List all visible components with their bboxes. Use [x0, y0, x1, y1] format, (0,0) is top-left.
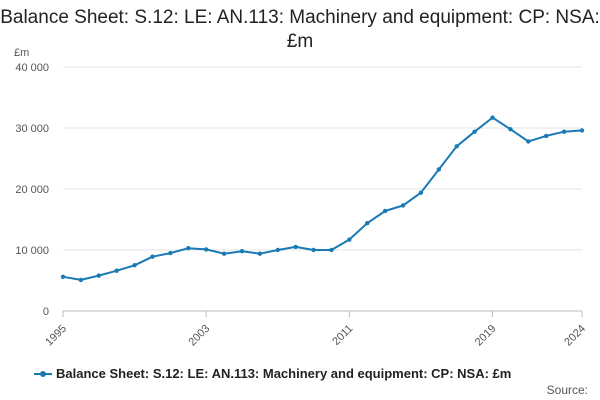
data-point[interactable]	[257, 251, 263, 256]
y-axis-ticks: 0 10 000 20 000 30 000 40 000	[15, 62, 49, 318]
x-axis-ticks: 1995 2003 2011 2019 2024	[43, 311, 588, 348]
y-tick-label: 40 000	[15, 62, 49, 74]
data-point[interactable]	[293, 244, 298, 250]
y-tick-label: 0	[43, 306, 49, 318]
data-point[interactable]	[275, 247, 280, 253]
data-point[interactable]	[150, 254, 155, 259]
gridlines	[63, 66, 582, 312]
data-point[interactable]	[311, 247, 316, 253]
source-label: Source:	[546, 383, 588, 397]
legend[interactable]: Balance Sheet: S.12: LE: AN.113: Machine…	[34, 366, 511, 381]
x-tick-label: 2024	[562, 323, 588, 349]
data-point[interactable]	[490, 115, 495, 120]
data-point[interactable]	[526, 139, 531, 144]
data-point[interactable]	[114, 268, 119, 273]
series-group	[60, 115, 585, 283]
data-point[interactable]	[132, 263, 137, 268]
data-point[interactable]	[239, 249, 245, 254]
x-tick-label: 2019	[473, 323, 499, 349]
legend-label: Balance Sheet: S.12: LE: AN.113: Machine…	[56, 366, 512, 381]
data-point[interactable]	[418, 190, 424, 195]
y-tick-label: 30 000	[15, 123, 49, 135]
series-line	[62, 116, 583, 281]
y-tick-label: 20 000	[15, 184, 49, 196]
chart-title: Balance Sheet: S.12: LE: AN.113: Machine…	[0, 7, 600, 52]
y-tick-label: 10 000	[15, 245, 49, 257]
data-point[interactable]	[203, 247, 209, 252]
data-point[interactable]	[329, 247, 334, 253]
data-point[interactable]	[78, 277, 84, 283]
data-point[interactable]	[436, 167, 442, 172]
data-point[interactable]	[60, 274, 66, 280]
y-axis-label: £m	[14, 47, 29, 59]
data-point[interactable]	[508, 127, 513, 132]
x-tick-label: 2003	[186, 323, 212, 349]
data-point[interactable]	[365, 220, 370, 226]
data-point[interactable]	[96, 273, 101, 278]
data-point[interactable]	[382, 208, 388, 214]
data-point[interactable]	[400, 203, 406, 208]
data-point[interactable]	[168, 250, 173, 256]
data-point[interactable]	[221, 251, 227, 256]
data-point[interactable]	[347, 237, 352, 242]
data-point[interactable]	[454, 144, 459, 149]
data-point[interactable]	[579, 128, 585, 133]
data-point[interactable]	[186, 245, 191, 251]
x-tick-label: 2011	[330, 323, 355, 348]
legend-line-marker-icon	[34, 368, 52, 380]
data-point[interactable]	[544, 133, 549, 139]
data-point[interactable]	[561, 129, 567, 134]
data-point[interactable]	[472, 129, 477, 134]
x-tick-label: 1995	[43, 323, 69, 349]
